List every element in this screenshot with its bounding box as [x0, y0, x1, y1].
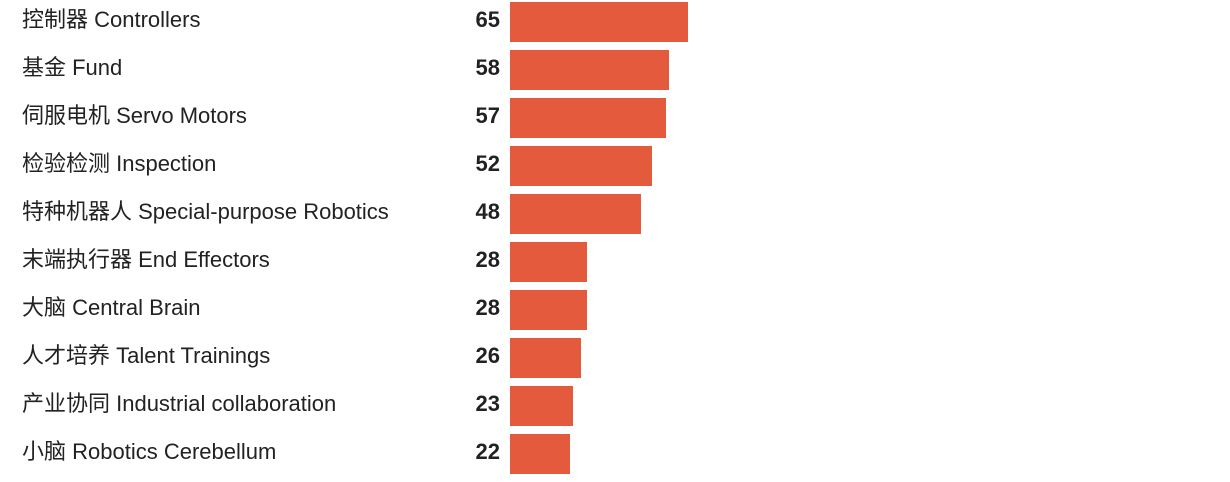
value-label: 48: [475, 199, 500, 224]
bar: [510, 194, 641, 234]
bar-row: 特种机器人 Special-purpose Robotics 48: [0, 192, 1230, 240]
value-label: 28: [475, 247, 500, 272]
bar: [510, 242, 587, 282]
value-label: 52: [475, 151, 500, 176]
bar: [510, 98, 666, 138]
bar: [510, 338, 581, 378]
category-label: 特种机器人 Special-purpose Robotics: [22, 199, 389, 224]
bar-row: 大脑 Central Brain 28: [0, 288, 1230, 336]
bar: [510, 146, 652, 186]
bar-row: 检验检测 Inspection 52: [0, 144, 1230, 192]
bar-row: 控制器 Controllers 65: [0, 0, 1230, 48]
bar-row: 末端执行器 End Effectors 28: [0, 240, 1230, 288]
category-label: 检验检测 Inspection: [22, 151, 217, 176]
bar-row: 产业协同 Industrial collaboration 23: [0, 384, 1230, 432]
bar: [510, 434, 570, 474]
value-label: 22: [475, 439, 500, 464]
value-label: 57: [475, 103, 500, 128]
category-label: 产业协同 Industrial collaboration: [22, 391, 337, 416]
category-label: 末端执行器 End Effectors: [22, 247, 270, 272]
category-label: 控制器 Controllers: [22, 7, 201, 32]
category-label: 人才培养 Talent Trainings: [22, 343, 271, 368]
bar: [510, 386, 573, 426]
bar-row: 人才培养 Talent Trainings 26: [0, 336, 1230, 384]
value-label: 65: [475, 7, 500, 32]
bar-row: 小脑 Robotics Cerebellum 22: [0, 432, 1230, 480]
bar: [510, 2, 688, 42]
category-label: 小脑 Robotics Cerebellum: [22, 439, 277, 464]
bar-row: 伺服电机 Servo Motors 57: [0, 96, 1230, 144]
value-label: 26: [475, 343, 500, 368]
category-label: 大脑 Central Brain: [22, 295, 201, 320]
value-label: 28: [475, 295, 500, 320]
category-label: 伺服电机 Servo Motors: [22, 103, 247, 128]
value-label: 23: [475, 391, 500, 416]
bar: [510, 290, 587, 330]
value-label: 58: [475, 55, 500, 80]
bar-row: 基金 Fund 58: [0, 48, 1230, 96]
bar: [510, 50, 669, 90]
category-label: 基金 Fund: [22, 55, 123, 80]
